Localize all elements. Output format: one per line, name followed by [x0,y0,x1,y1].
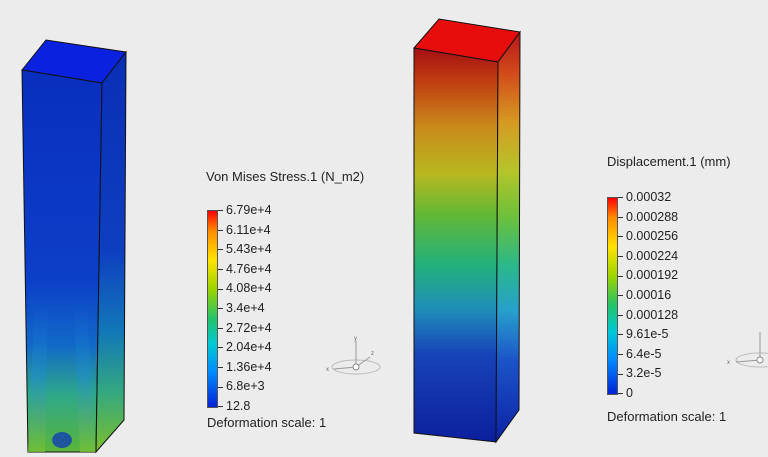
displacement-front-face [413,47,499,443]
triad-x-label: x [727,360,730,366]
stress-legend-ticks: 6.79e+4 6.11e+4 5.43e+4 4.76e+4 4.08e+4 … [218,203,278,413]
legend-tick: 0.000128 [618,308,678,322]
displacement-color-bar [607,197,618,395]
legend-tick: 6.4e-5 [618,347,661,361]
legend-tick: 3.4e+4 [218,301,265,315]
legend-tick: 12.8 [218,399,250,413]
legend-tick: 3.2e-5 [618,366,661,380]
stress-beam-model[interactable] [0,0,384,457]
legend-tick: 9.61e-5 [618,327,668,341]
stress-color-bar [207,210,218,408]
legend-tick: 0.00032 [618,190,671,204]
legend-tick: 0.00016 [618,288,671,302]
triad-y-label: y [354,336,357,342]
legend-tick: 0 [618,386,633,400]
legend-tick: 2.72e+4 [218,321,272,335]
stress-legend-title: Von Mises Stress.1 (N_m2) [206,169,365,184]
legend-tick: 4.76e+4 [218,262,272,276]
axis-triad-icon[interactable]: y x z [320,333,384,383]
legend-tick: 0.000224 [618,249,678,263]
legend-tick: 2.04e+4 [218,340,272,354]
triad-x-label: x [326,367,329,373]
displacement-viewport[interactable]: Displacement.1 (mm) 0.00032 0.000288 0.0… [384,0,768,457]
displacement-side-face [495,30,521,444]
stress-side-face [95,50,127,454]
stress-deformation-scale: Deformation scale: 1 [207,415,327,430]
legend-tick: 5.43e+4 [218,242,272,256]
displacement-legend-ticks: 0.00032 0.000288 0.000256 0.000224 0.000… [618,190,678,400]
displacement-beam-model[interactable] [384,0,768,457]
legend-tick: 6.11e+4 [218,223,271,237]
displacement-deformation-scale: Deformation scale: 1 [607,409,727,424]
axis-triad-icon[interactable]: x [724,322,768,372]
legend-tick: 0.000256 [618,229,678,243]
legend-tick: 6.79e+4 [218,203,272,217]
triad-z-label: z [371,351,374,357]
legend-tick: 6.8e+3 [218,379,265,393]
displacement-legend-title: Displacement.1 (mm) [607,154,731,169]
stress-viewport[interactable]: Von Mises Stress.1 (N_m2) 6.79e+4 6.11e+… [0,0,384,457]
legend-tick: 4.08e+4 [218,281,272,295]
legend-tick: 0.000288 [618,210,678,224]
legend-tick: 0.000192 [618,268,678,282]
legend-tick: 1.36e+4 [218,360,272,374]
